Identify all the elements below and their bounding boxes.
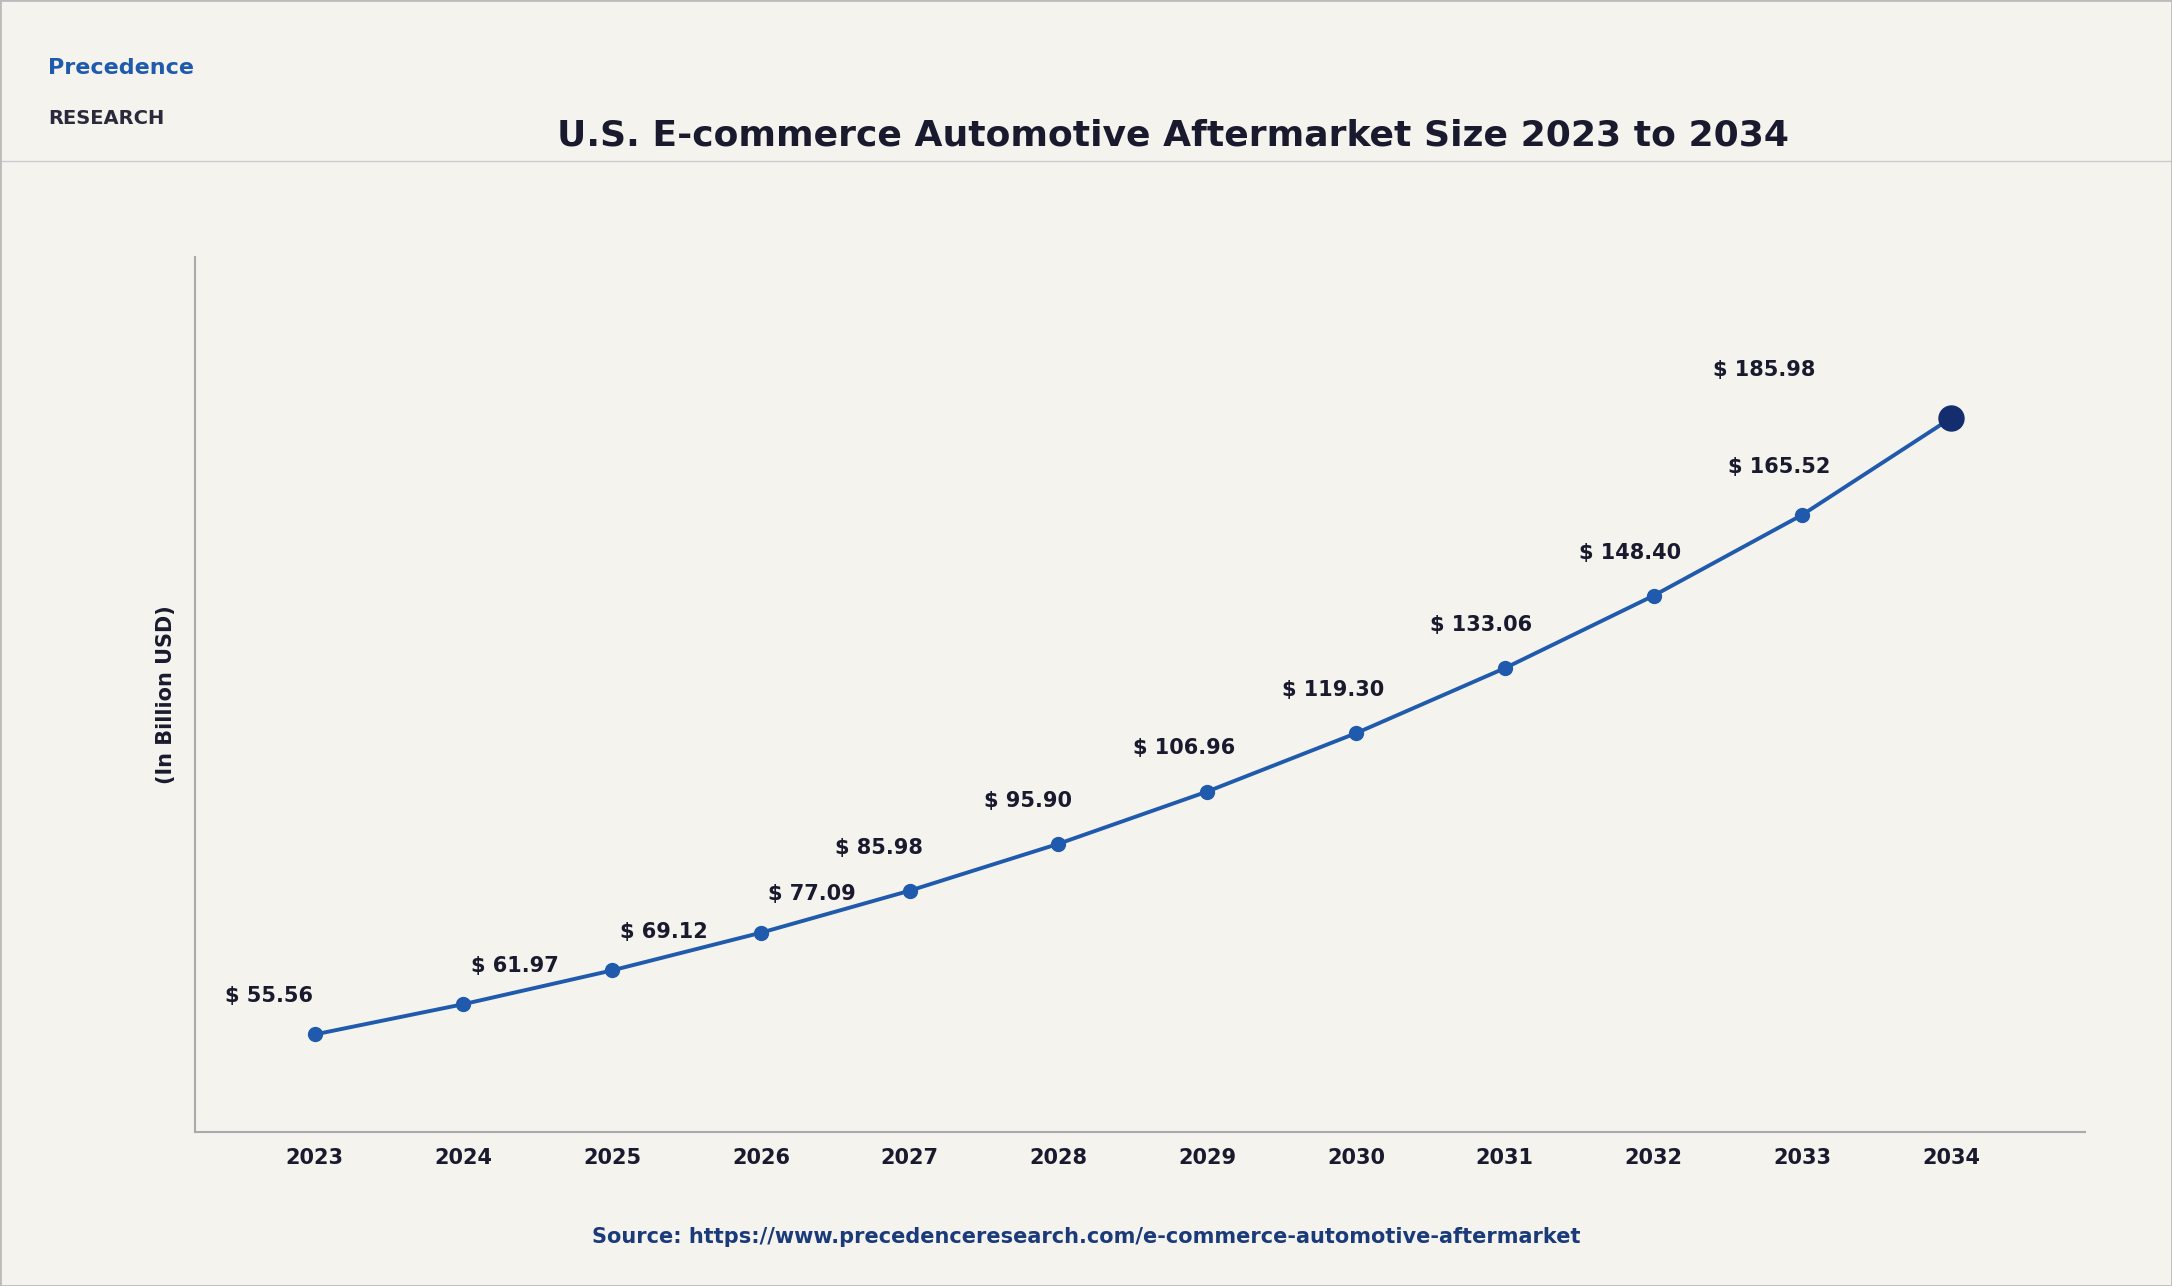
Text: Precedence: Precedence [48, 58, 193, 78]
Text: $ 85.98: $ 85.98 [836, 837, 923, 858]
Text: $ 106.96: $ 106.96 [1134, 738, 1236, 759]
Text: $ 61.97: $ 61.97 [471, 955, 558, 976]
Text: U.S. E-commerce Automotive Aftermarket Size 2023 to 2034: U.S. E-commerce Automotive Aftermarket S… [556, 118, 1790, 152]
Text: $ 165.52: $ 165.52 [1729, 457, 1831, 477]
Text: RESEARCH: RESEARCH [48, 109, 165, 129]
Text: $ 69.12: $ 69.12 [619, 922, 708, 943]
Text: Source: https://www.precedenceresearch.com/e-commerce-automotive-aftermarket: Source: https://www.precedenceresearch.c… [591, 1227, 1581, 1247]
Text: $ 95.90: $ 95.90 [984, 791, 1073, 810]
Text: $ 119.30: $ 119.30 [1281, 680, 1384, 700]
Text: $ 148.40: $ 148.40 [1579, 543, 1681, 562]
Text: $ 133.06: $ 133.06 [1431, 615, 1533, 635]
Text: $ 77.09: $ 77.09 [769, 885, 856, 904]
Y-axis label: (In Billion USD): (In Billion USD) [156, 606, 176, 783]
Text: $ 185.98: $ 185.98 [1714, 360, 1816, 381]
Text: $ 55.56: $ 55.56 [226, 986, 313, 1006]
